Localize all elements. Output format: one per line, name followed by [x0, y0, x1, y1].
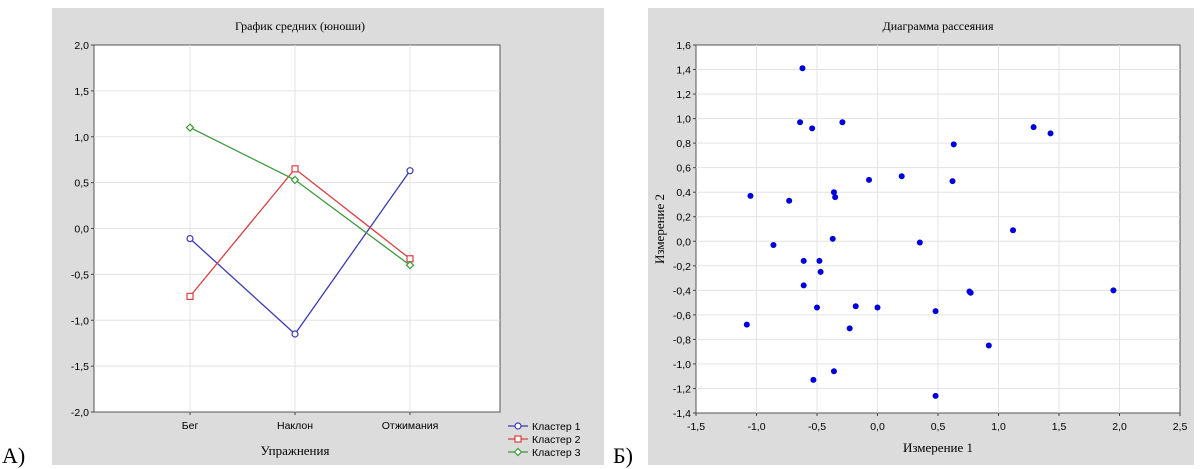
scatter-point — [800, 257, 807, 264]
x-tick-label: -0,5 — [808, 421, 826, 433]
x-axis-label: Упражнения — [261, 443, 330, 458]
scatter-point — [817, 268, 824, 275]
scatter-point — [747, 192, 754, 199]
y-tick-label: -0,2 — [673, 261, 691, 273]
scatter-point — [949, 178, 956, 185]
scatter-point — [809, 125, 816, 132]
y-axis-label: Измерение 2 — [652, 194, 667, 264]
y-tick-label: 0,0 — [676, 236, 691, 248]
x-tick-label: -1,5 — [687, 421, 705, 433]
y-tick-label: 1,4 — [676, 65, 691, 77]
scatter-point — [866, 176, 873, 183]
y-tick-label: -0,8 — [673, 334, 691, 346]
y-tick-label: -0,6 — [673, 310, 691, 322]
scatter-point — [932, 392, 939, 399]
scatter-point — [916, 239, 923, 246]
y-tick-label: -0,4 — [673, 285, 691, 297]
scatter-chart-panel: Диаграмма рассеяния 1,6 1,4 1,2 1,0 0,8 0,6 0,4… — [648, 8, 1194, 465]
scatter-point — [1047, 130, 1054, 137]
legend-label: Кластер 3 — [532, 447, 581, 459]
y-tick-label: 1,6 — [676, 40, 691, 52]
scatter-point — [950, 141, 957, 148]
data-point-series-3 — [405, 260, 415, 270]
scatter-point — [816, 257, 823, 264]
scatter-point — [799, 65, 806, 72]
y-tick-label: 1,0 — [676, 114, 691, 126]
scatter-point — [810, 376, 817, 383]
y-tick-label: -1,2 — [673, 383, 691, 395]
scatter-point — [1030, 124, 1037, 131]
data-point-series-2 — [186, 292, 194, 300]
data-point-series-3 — [185, 123, 195, 132]
y-tick-label: 0,8 — [676, 138, 691, 150]
y-tick-label: 1,2 — [676, 89, 691, 101]
scatter-point — [786, 197, 793, 204]
y-tick-label: 0,2 — [676, 212, 691, 224]
data-point-series-1 — [291, 330, 299, 338]
legend-marker — [514, 422, 522, 430]
legend-label: Кластер 1 — [532, 421, 581, 433]
panel-letter-b: Б) — [613, 443, 633, 468]
scatter-point — [967, 289, 974, 296]
y-tick-label: -1,0 — [71, 315, 89, 327]
legend-label: Кластер 2 — [532, 434, 581, 446]
x-tick-label: Отжимания — [382, 420, 439, 432]
scatter-point — [846, 325, 853, 332]
scatter-chart-svg: Диаграмма рассеяния 1,6 1,4 1,2 1,0 0,8 0,6 0,4… — [652, 19, 1188, 455]
x-tick-label: 0,0 — [870, 421, 885, 433]
legend-marker — [513, 447, 523, 457]
x-tick-label: Наклон — [277, 420, 313, 432]
x-tick-label: Бег — [182, 420, 199, 432]
scatter-point — [832, 194, 839, 201]
y-tick-label: -0,5 — [71, 269, 89, 281]
chart-title: График средних (юноши) — [235, 19, 365, 33]
scatter-point — [1110, 287, 1117, 294]
scatter-point — [985, 342, 992, 349]
data-point-series-2 — [291, 165, 299, 173]
y-tick-label: -1,0 — [673, 359, 691, 371]
chart-title: Диаграмма рассеяния — [883, 19, 994, 33]
scatter-point — [839, 119, 846, 126]
y-tick-label: -1,5 — [71, 361, 89, 373]
y-tick-label: 0,4 — [676, 187, 691, 199]
x-tick-label: 2,5 — [1173, 421, 1188, 433]
scatter-point — [800, 282, 807, 289]
scatter-point — [814, 304, 820, 311]
y-tick-label: -1,4 — [673, 408, 691, 420]
scatter-point — [830, 189, 837, 196]
y-tick-label: 2,0 — [74, 40, 89, 52]
scatter-point — [829, 235, 836, 242]
x-tick-label: 1,0 — [991, 421, 1006, 433]
scatter-point — [770, 241, 777, 248]
scatter-point — [797, 119, 804, 126]
y-tick-label: 1,0 — [74, 132, 89, 144]
y-tick-label: 0,6 — [676, 163, 691, 175]
data-point-series-3 — [290, 175, 300, 185]
x-tick-label: 1,5 — [1052, 421, 1067, 433]
scatter-point — [898, 173, 905, 180]
scatter-point — [830, 368, 837, 375]
y-tick-label: -2,0 — [71, 407, 89, 419]
data-point-series-1 — [406, 167, 414, 175]
x-tick-label: 2,0 — [1112, 421, 1127, 433]
y-tick-label: 1,5 — [74, 86, 89, 98]
scatter-point — [1010, 227, 1017, 234]
x-tick-label: -1,0 — [747, 421, 765, 433]
data-point-series-1 — [186, 234, 194, 243]
scatter-point — [932, 308, 939, 315]
legend-marker — [514, 435, 522, 443]
x-axis-label: Измерение 1 — [903, 440, 973, 455]
x-tick-label: 0,5 — [931, 421, 946, 433]
line-chart-panel: График средних (юноши) 2,0 1,5 1,0 0,5 0,0 -0,… — [52, 8, 604, 465]
panel-letter-a: А) — [2, 443, 26, 468]
scatter-point — [852, 303, 859, 310]
y-tick-label: 0,0 — [74, 224, 89, 236]
y-tick-label: 0,5 — [74, 178, 89, 190]
scatter-point — [874, 304, 881, 311]
scatter-point — [743, 321, 750, 328]
line-chart-svg: График средних (юноши) 2,0 1,5 1,0 0,5 0,0 -0,… — [71, 19, 581, 459]
